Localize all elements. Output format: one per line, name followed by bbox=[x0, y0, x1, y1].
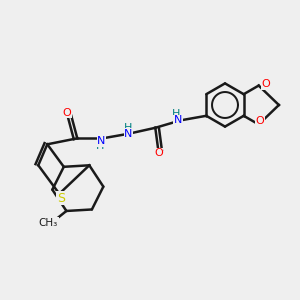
Text: O: O bbox=[256, 116, 265, 126]
Text: O: O bbox=[62, 108, 71, 118]
Text: N: N bbox=[97, 136, 106, 146]
Text: N: N bbox=[124, 129, 133, 139]
Text: O: O bbox=[154, 148, 163, 158]
Text: H: H bbox=[172, 109, 181, 119]
Text: N: N bbox=[174, 115, 182, 125]
Text: H: H bbox=[124, 123, 133, 133]
Text: S: S bbox=[57, 192, 65, 205]
Text: O: O bbox=[262, 79, 271, 89]
Text: H: H bbox=[96, 141, 104, 151]
Text: CH₃: CH₃ bbox=[39, 218, 58, 228]
